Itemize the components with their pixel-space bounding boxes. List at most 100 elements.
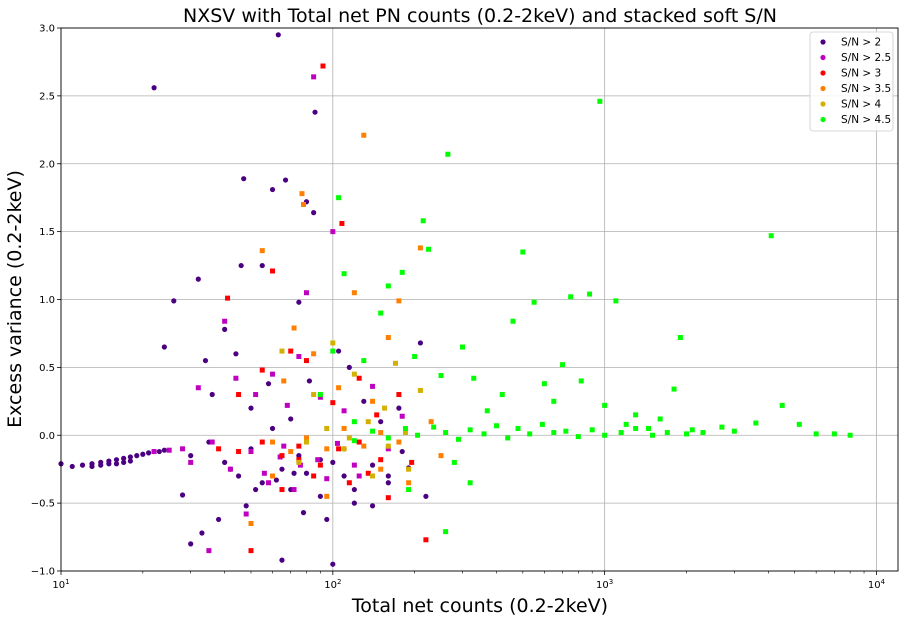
data-point <box>273 477 279 483</box>
data-point <box>392 360 398 366</box>
legend-label: S/N > 3 <box>841 68 881 80</box>
data-point <box>311 74 317 80</box>
data-point <box>356 375 362 381</box>
data-point <box>378 430 384 436</box>
data-point <box>275 32 281 38</box>
data-point <box>259 480 265 486</box>
data-point <box>121 459 127 465</box>
data-point <box>303 435 309 441</box>
data-point <box>79 462 86 468</box>
data-point <box>428 419 434 425</box>
data-point <box>320 63 326 69</box>
data-point <box>633 412 639 418</box>
data-point <box>317 392 323 398</box>
data-point <box>291 325 297 331</box>
data-point <box>288 449 294 455</box>
data-point <box>361 398 367 404</box>
data-point <box>481 431 487 437</box>
data-point <box>575 434 581 440</box>
data-point <box>382 405 388 411</box>
y-axis-label: Excess variance (0.2-2keV) <box>4 170 26 428</box>
data-point <box>335 348 342 354</box>
data-point <box>677 335 683 341</box>
data-point <box>248 449 254 455</box>
data-point <box>613 298 619 304</box>
data-point <box>531 299 537 305</box>
series-group <box>151 74 405 554</box>
data-point <box>646 425 652 431</box>
data-point <box>399 413 405 419</box>
legend: S/N > 2 S/N > 2.5 S/N > 3 S/N > 3.5 S/N > 4 S… <box>809 31 894 132</box>
data-point <box>671 386 677 392</box>
data-point <box>664 430 670 436</box>
data-point <box>402 425 408 431</box>
data-point <box>291 470 297 476</box>
data-point <box>127 458 133 464</box>
data-point <box>106 461 112 467</box>
data-point <box>317 462 323 468</box>
legend-label: S/N > 2.5 <box>841 52 891 64</box>
data-point <box>281 443 287 449</box>
data-point <box>238 262 244 269</box>
data-point <box>311 392 317 398</box>
legend-label: S/N > 3.5 <box>841 83 891 95</box>
data-point <box>315 457 321 463</box>
data-point <box>406 487 412 493</box>
data-point <box>438 453 444 459</box>
data-point <box>127 454 133 460</box>
data-point <box>270 268 276 274</box>
data-point <box>259 367 265 373</box>
legend-marker <box>820 85 826 92</box>
data-point <box>296 453 302 459</box>
data-point <box>351 462 357 468</box>
data-point <box>303 470 310 476</box>
data-point <box>206 548 212 554</box>
y-tick-label: 3.0 <box>39 24 55 35</box>
data-point <box>279 557 285 563</box>
data-point <box>270 439 276 445</box>
data-point <box>493 423 499 429</box>
data-point <box>396 298 402 304</box>
data-point <box>209 439 215 445</box>
data-point <box>199 530 205 536</box>
data-point <box>279 487 285 493</box>
data-point <box>253 486 259 493</box>
data-point <box>89 463 95 470</box>
data-point <box>306 378 312 384</box>
data-point <box>378 457 384 463</box>
data-point <box>303 358 309 364</box>
data-point <box>406 466 412 472</box>
data-point <box>134 453 140 459</box>
data-point <box>370 428 376 434</box>
data-point <box>324 476 330 482</box>
data-point <box>650 432 656 438</box>
data-point <box>618 430 624 436</box>
data-point <box>261 470 267 476</box>
data-point <box>180 446 186 452</box>
data-point <box>330 348 336 354</box>
data-point <box>541 381 547 387</box>
data-point <box>236 449 242 455</box>
series-group <box>279 340 423 479</box>
data-point <box>248 520 254 526</box>
data-point <box>69 463 75 470</box>
legend-label: S/N > 4 <box>841 99 882 111</box>
data-point <box>417 340 424 346</box>
data-point <box>179 492 186 498</box>
data-point <box>259 439 265 445</box>
data-point <box>151 449 157 455</box>
data-point <box>297 462 303 468</box>
data-point <box>140 451 146 457</box>
data-point <box>356 439 362 445</box>
data-point <box>317 493 323 499</box>
data-point <box>527 431 533 437</box>
data-point <box>351 500 357 506</box>
data-point <box>346 435 352 441</box>
data-point <box>341 446 347 452</box>
data-point <box>443 529 449 535</box>
data-point <box>222 459 228 465</box>
data-point <box>265 381 272 387</box>
data-point <box>266 480 272 486</box>
data-point <box>731 428 737 434</box>
data-point <box>311 473 317 479</box>
